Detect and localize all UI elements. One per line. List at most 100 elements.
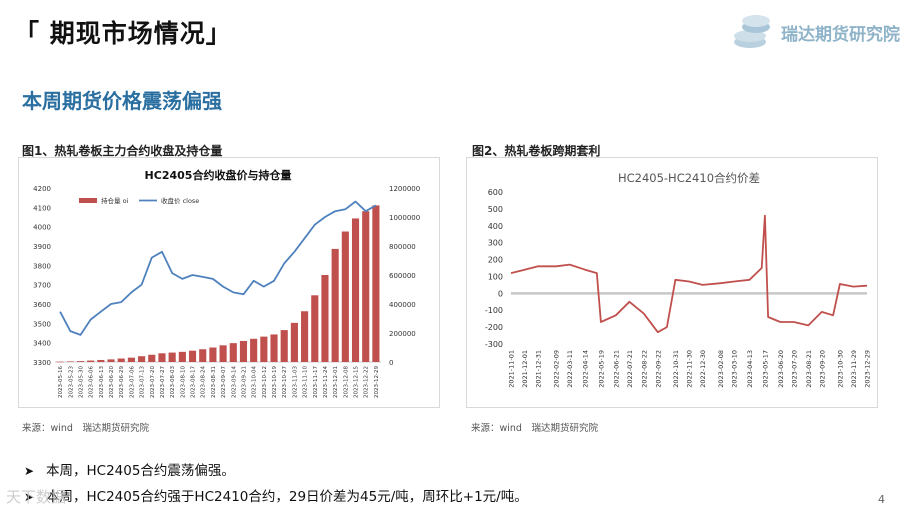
x-tick-label: 2023-08-24 [201,366,207,398]
x-tick-label: 2023-11-17 [313,366,319,398]
y-tick-label: 400 [488,222,503,231]
y-tick-label: -200 [485,323,503,332]
x-tick-label: 2023-05-17 [761,350,769,388]
oi-bar [250,338,258,362]
x-tick-label: 2021-12-31 [535,350,543,388]
x-tick-label: 2023-12-15 [354,366,360,398]
x-tick-label: 2022-12-30 [699,350,707,388]
oi-bar [168,352,176,362]
oi-bar [138,356,146,362]
x-tick-label: 2023-05-30 [78,366,84,398]
x-tick-label: 2023-10-30 [836,350,844,388]
oi-bar [372,205,380,362]
bullet-text: 本周，HC2405合约震荡偏强。 [46,463,235,479]
oi-bar [87,360,95,362]
x-tick-label: 2022-07-21 [626,350,634,388]
left-tick-label: 3600 [33,301,51,309]
x-tick-label: 2023-08-21 [805,350,813,388]
figure-2-source: 来源：wind 瑞达期货研究院 [471,423,598,434]
left-tick-label: 4100 [33,204,51,212]
figure-2-caption: 图2、热轧卷板跨期套利 [472,144,601,158]
x-tick-label: 2023-04-13 [746,350,754,388]
right-tick-label: 1000000 [389,214,420,222]
x-tick-label: 2021-12-01 [521,350,529,388]
oi-bar [209,347,217,362]
x-tick-label: 2023-11-10 [303,366,309,398]
legend-oi-label: 持仓量 oi [101,196,129,205]
x-tick-label: 2023-09-14 [231,366,237,398]
oi-bar [270,334,278,362]
page-number: 4 [878,493,885,506]
watermark: 天下数据 [6,488,67,506]
x-tick-label: 2023-12-01 [333,366,339,398]
x-tick-label: 2022-09-22 [654,350,662,388]
chart-2: HC2405-HC2410合约价差 600 500 400 300 200 100 0 -100… [485,171,872,388]
x-tick-label: 2023-03-10 [731,350,739,388]
x-tick-label: 2023-09-20 [818,350,826,388]
x-tick-label: 2023-06-20 [777,350,785,388]
oi-bar [351,218,360,362]
x-tick-label: 2023-08-03 [170,366,176,398]
x-tick-label: 2023-07-27 [160,366,166,398]
oi-bar [56,361,64,363]
y-tick-label: 0 [498,289,503,298]
right-tick-label: 800000 [389,243,416,251]
x-tick-label: 2023-02-08 [717,350,725,388]
x-tick-label: 2022-03-11 [566,350,574,388]
left-tick-label: 3800 [33,262,51,270]
chart-1-panel: HC2405合约收盘价与持仓量 4200 4100 4000 3900 3800 3700 3… [18,157,440,408]
oi-bar [321,275,329,362]
oi-bar [239,340,248,362]
oi-bar [362,211,370,362]
y-tick-label: -300 [485,340,503,349]
left-tick-label: 3300 [33,359,51,367]
legend-oi-swatch [79,198,97,203]
y-tick-label: 200 [488,256,503,265]
oi-bar [301,311,309,362]
oi-bar [290,322,298,362]
x-tick-label: 2023-06-20 [109,366,115,398]
left-tick-label: 3900 [33,243,51,251]
x-tick-label: 2023-10-27 [282,366,288,398]
oi-bar [229,343,237,362]
bullet-item: ➤ 本周，HC2405合约震荡偏强。 [24,459,235,479]
y-tick-label: 500 [488,205,503,214]
x-tick-label: 2022-06-21 [612,350,620,388]
right-tick-label: 400000 [389,301,416,309]
oi-bar [107,359,115,362]
left-tick-label: 3500 [33,320,51,328]
oi-bar [76,361,85,362]
arrow-bullet-icon: ➤ [24,490,35,504]
legend-close-label: 收盘价 close [161,196,199,205]
figure-1-source: 来源：wind 瑞达期货研究院 [22,423,149,434]
x-tick-label: 2023-06-29 [119,366,125,398]
left-tick-label: 4200 [33,185,51,193]
right-tick-label: 0 [389,359,393,367]
bullet-item: ➤ 本周，HC2405合约强于HC2410合约，29日价差为45元/吨，周环比+1… [24,485,528,505]
x-tick-label: 2023-08-31 [211,366,217,398]
x-tick-label: 2023-12-29 [374,366,380,398]
right-tick-label: 600000 [389,272,416,280]
logo-text: 瑞达期货研究院 [781,25,900,45]
oi-bar [148,354,156,362]
right-tick-label: 1200000 [389,185,420,193]
x-tick-label: 2023-06-13 [99,366,105,398]
oi-bar [341,231,349,362]
x-tick-label: 2023-07-06 [129,366,135,398]
chart-2-panel: HC2405-HC2410合约价差 600 500 400 300 200 100 0 -100… [466,157,878,408]
y-tick-label: 300 [488,239,503,248]
x-tick-label: 2023-11-29 [850,350,858,388]
x-tick-label: 2021-11-01 [508,350,516,388]
x-tick-label: 2023-11-24 [323,366,329,398]
y-tick-label: 100 [488,272,503,281]
x-tick-label: 2023-05-16 [58,366,64,398]
oi-bar [66,361,74,363]
x-tick-label: 2022-02-09 [553,350,561,388]
figure-1-caption: 图1、热轧卷板主力合约收盘及持仓量 [22,144,223,158]
y-tick-label: -100 [485,306,503,315]
oi-bar [117,358,125,362]
left-tick-label: 4000 [33,224,51,232]
oi-bar [158,353,166,362]
oi-bar [260,336,268,362]
x-tick-label: 2023-07-20 [150,366,156,398]
